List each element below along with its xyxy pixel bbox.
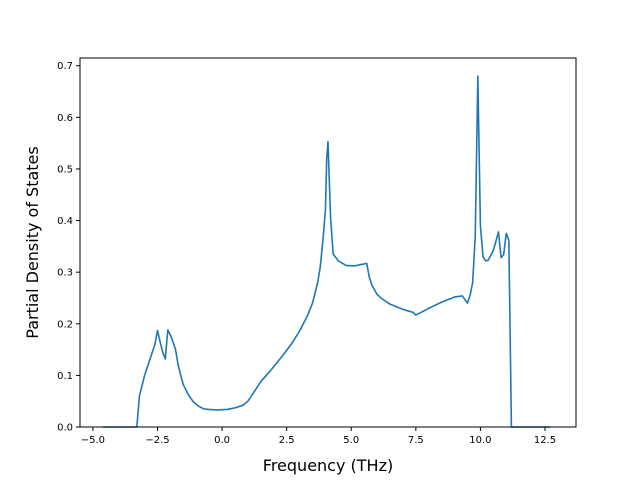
x-tick-label: 0.0	[214, 435, 230, 446]
x-axis-ticks: −5.0 −2.5 0.0 2.5 5.0 7.5 10.0 12.5	[81, 427, 556, 446]
x-tick-label: −2.5	[145, 435, 169, 446]
y-tick-label: 0.4	[57, 216, 73, 227]
series-line-1	[102, 75, 551, 428]
y-tick-label: 0.5	[57, 164, 73, 175]
y-tick-label: 0.2	[57, 319, 73, 330]
series-layer	[102, 75, 551, 428]
x-tick-label: 7.5	[408, 435, 424, 446]
x-tick-label: 5.0	[343, 435, 359, 446]
y-tick-label: 0.1	[57, 371, 73, 382]
x-tick-label: −5.0	[81, 435, 105, 446]
x-tick-label: 12.5	[534, 435, 556, 446]
plot-frame	[79, 57, 577, 428]
y-tick-label: 0.6	[57, 113, 73, 124]
y-tick-label: 0.3	[57, 268, 73, 279]
x-axis-label: Frequency (THz)	[263, 456, 393, 475]
y-tick-label: 0.0	[57, 423, 73, 434]
y-tick-label: 0.7	[57, 61, 73, 72]
x-tick-label: 10.0	[469, 435, 491, 446]
y-axis-ticks: 0.0 0.1 0.2 0.3 0.4 0.5 0.6 0.7	[57, 61, 80, 434]
x-tick-label: 2.5	[279, 435, 295, 446]
y-axis-label: Partial Density of States	[23, 146, 42, 338]
